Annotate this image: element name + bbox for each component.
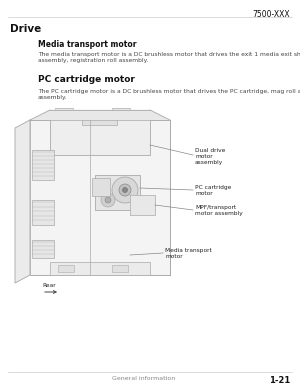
Text: PC cartridge motor: PC cartridge motor	[38, 75, 135, 84]
Bar	[55, 108, 73, 118]
Bar	[32, 150, 54, 180]
Bar	[32, 200, 54, 225]
Text: Dual drive
motor
assembly: Dual drive motor assembly	[195, 148, 225, 165]
Text: General information: General information	[112, 376, 175, 381]
Text: Media transport
motor: Media transport motor	[165, 248, 212, 259]
Polygon shape	[130, 195, 155, 215]
Text: Drive: Drive	[10, 24, 41, 34]
Bar	[30, 120, 170, 275]
Bar	[50, 110, 150, 155]
Circle shape	[119, 184, 131, 196]
Circle shape	[105, 197, 111, 203]
Text: The PC cartridge motor is a DC brushless motor that drives the PC cartridge, mag: The PC cartridge motor is a DC brushless…	[38, 89, 300, 100]
Bar	[112, 265, 128, 272]
Text: Media transport motor: Media transport motor	[38, 40, 136, 49]
Bar	[112, 108, 130, 118]
Bar	[92, 178, 110, 196]
Text: MPF/transport
motor assembly: MPF/transport motor assembly	[195, 205, 243, 216]
Circle shape	[112, 177, 138, 203]
Text: PC cartridge
motor: PC cartridge motor	[195, 185, 231, 196]
Circle shape	[122, 187, 128, 192]
Bar	[58, 265, 74, 272]
Text: Rear: Rear	[42, 283, 56, 288]
Text: The media transport motor is a DC brushless motor that drives the exit 1 media e: The media transport motor is a DC brushl…	[38, 52, 300, 63]
Bar	[32, 240, 54, 258]
Polygon shape	[30, 110, 170, 120]
Text: 1-21: 1-21	[269, 376, 290, 385]
Bar	[82, 117, 117, 125]
Bar	[50, 262, 150, 275]
Polygon shape	[15, 120, 30, 283]
Bar	[95, 175, 140, 210]
Circle shape	[101, 193, 115, 207]
Text: 7500-XXX: 7500-XXX	[252, 10, 290, 19]
